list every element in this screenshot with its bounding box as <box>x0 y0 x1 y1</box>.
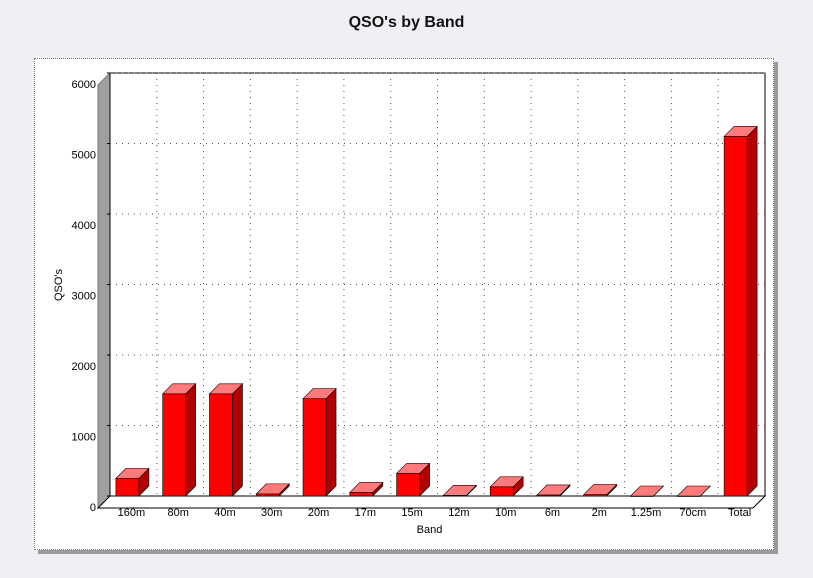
bar <box>302 398 327 497</box>
bar-side <box>746 125 758 497</box>
bar-top <box>115 468 150 479</box>
x-tick-label: 70cm <box>679 507 706 519</box>
bar-side <box>232 383 243 497</box>
x-tick-label: 80m <box>167 507 188 519</box>
y-tick-label: 0 <box>90 502 96 514</box>
x-tick-label: 6m <box>545 507 560 519</box>
bar-side <box>185 383 196 497</box>
x-tick-label: 1.25m <box>631 507 662 519</box>
bar <box>396 473 420 497</box>
bar <box>723 136 748 497</box>
left-wall <box>97 71 111 510</box>
x-axis-title: Band <box>417 524 443 536</box>
bar-top <box>161 383 197 395</box>
bar <box>349 492 374 497</box>
bar-side <box>325 387 337 497</box>
y-tick-label: 6000 <box>72 79 96 91</box>
x-tick-label: 10m <box>495 507 516 519</box>
y-tick-label: 3000 <box>72 291 96 303</box>
x-tick-label: 160m <box>118 507 146 519</box>
bar-top <box>629 485 665 497</box>
bar-top <box>723 126 758 137</box>
floor <box>96 495 767 509</box>
x-tick-label: 12m <box>448 507 469 519</box>
chart-title: QSO's by Band <box>348 14 465 31</box>
bar-top <box>255 483 290 495</box>
bar-top <box>395 463 431 474</box>
y-axis-title: QSO's <box>53 268 65 301</box>
bar-top <box>676 485 712 497</box>
y-tick-label: 4000 <box>72 220 96 232</box>
bar-top <box>349 482 384 493</box>
y-tick-label: 2000 <box>72 361 96 373</box>
back-wall <box>109 72 766 497</box>
y-tick-label: 5000 <box>72 150 96 162</box>
bar <box>489 486 514 497</box>
x-tick-label: Total <box>728 507 751 519</box>
x-tick-label: 40m <box>214 507 235 519</box>
bar <box>115 478 140 497</box>
bar-top <box>583 484 618 495</box>
bar-top <box>536 484 571 496</box>
bar-top <box>442 484 478 496</box>
bar-top <box>302 388 337 400</box>
bar-top <box>208 383 244 395</box>
x-tick-label: 30m <box>261 507 282 519</box>
bar <box>209 393 233 497</box>
x-tick-label: 20m <box>308 507 329 519</box>
y-tick-label: 1000 <box>72 432 96 444</box>
bar-top <box>489 476 524 488</box>
bar <box>162 393 186 497</box>
x-tick-label: 2m <box>592 507 607 519</box>
bar <box>255 493 280 497</box>
x-tick-label: 15m <box>401 507 422 519</box>
x-tick-label: 17m <box>355 507 376 519</box>
